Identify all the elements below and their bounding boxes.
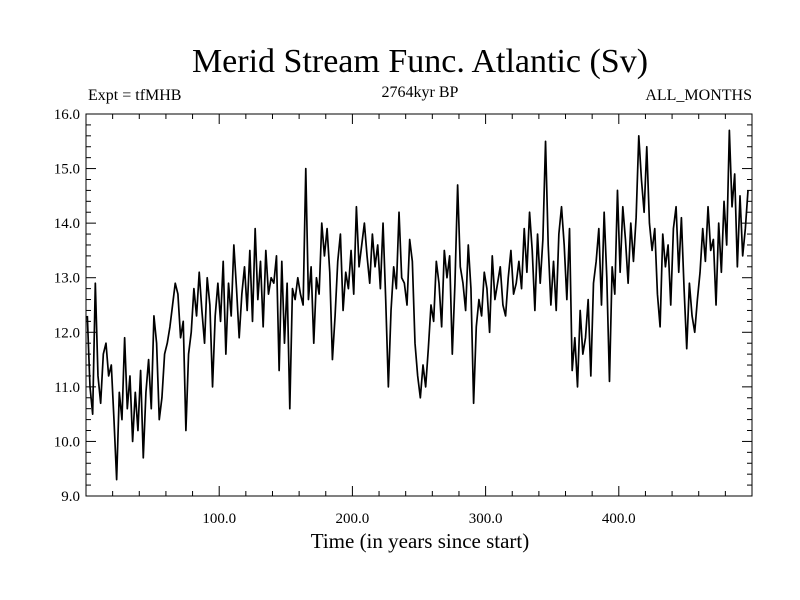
x-axis-label: Time (in years since start) bbox=[311, 529, 530, 553]
y-tick-label: 15.0 bbox=[54, 162, 80, 178]
y-tick-label: 16.0 bbox=[54, 107, 80, 123]
y-tick-label: 9.0 bbox=[61, 489, 80, 505]
months-label: ALL_MONTHS bbox=[645, 87, 752, 104]
y-tick-label: 14.0 bbox=[54, 216, 80, 232]
x-tick-label: 300.0 bbox=[469, 511, 503, 527]
y-tick-label: 11.0 bbox=[54, 380, 80, 396]
chart-subtitle: 2764kyr BP bbox=[382, 84, 459, 101]
y-tick-label: 13.0 bbox=[54, 271, 80, 287]
x-tick-label: 400.0 bbox=[602, 511, 636, 527]
experiment-label: Expt = tfMHB bbox=[88, 87, 181, 104]
chart-title: Merid Stream Func. Atlantic (Sv) bbox=[192, 43, 648, 80]
x-tick-label: 200.0 bbox=[336, 511, 370, 527]
y-tick-label: 12.0 bbox=[54, 325, 80, 341]
plot-frame bbox=[85, 113, 753, 497]
y-tick-label: 10.0 bbox=[54, 434, 80, 450]
series-line bbox=[86, 129, 749, 481]
x-tick-label: 100.0 bbox=[202, 511, 236, 527]
